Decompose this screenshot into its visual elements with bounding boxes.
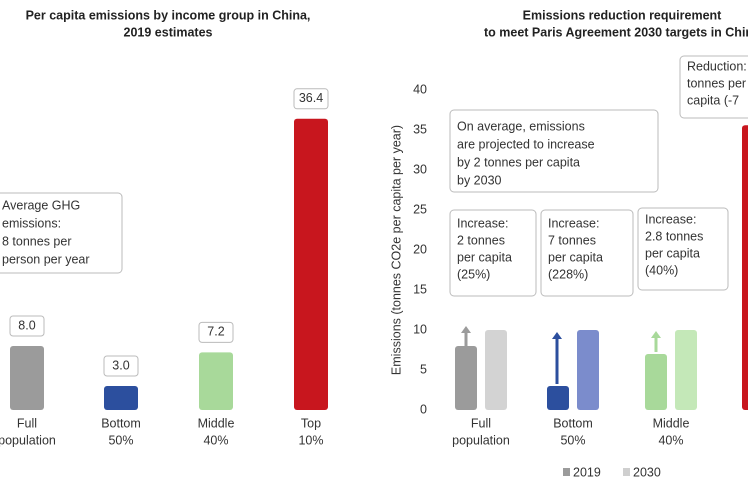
y-tick-label: 20 bbox=[413, 242, 427, 256]
value-label-box bbox=[198, 321, 234, 343]
annotation: (25%) bbox=[457, 267, 490, 281]
value-label-box bbox=[293, 88, 329, 110]
y-tick-label: 5 bbox=[420, 362, 427, 376]
value-label: 3.0 bbox=[112, 358, 129, 372]
value-label-box bbox=[9, 315, 45, 337]
arrow-head bbox=[552, 332, 562, 339]
annotation: capita (-7 bbox=[687, 93, 739, 107]
x-tick-label: 50% bbox=[560, 433, 585, 447]
x-tick-label: Bottom bbox=[553, 416, 593, 430]
bar bbox=[10, 346, 44, 410]
annotation: person per year bbox=[2, 252, 90, 266]
y-tick-label: 0 bbox=[420, 402, 427, 416]
annotation: per capita bbox=[548, 250, 603, 264]
annotation: by 2030 bbox=[457, 173, 502, 187]
annotation-box bbox=[679, 55, 748, 119]
bar bbox=[485, 330, 507, 410]
value-label: 8.0 bbox=[18, 318, 35, 332]
x-tick-label: Middle bbox=[653, 416, 690, 430]
value-label-box bbox=[103, 355, 139, 377]
arrow-head bbox=[461, 326, 471, 333]
annotation-box bbox=[637, 207, 729, 291]
bar bbox=[577, 330, 599, 410]
value-label: 36.4 bbox=[299, 91, 323, 105]
annotation-box bbox=[449, 109, 659, 193]
bar bbox=[547, 386, 569, 410]
annotation: tonnes per bbox=[687, 76, 746, 90]
annotation: (40%) bbox=[645, 263, 678, 277]
x-tick-label: 50% bbox=[108, 433, 133, 447]
x-tick-label: population bbox=[0, 433, 56, 447]
annotation: Increase: bbox=[548, 216, 599, 230]
bar bbox=[455, 346, 477, 410]
annotation: 8 tonnes per bbox=[2, 234, 72, 248]
bar bbox=[294, 118, 328, 411]
y-tick-label: 30 bbox=[413, 162, 427, 176]
chart-title: Per capita emissions by income group in … bbox=[26, 8, 311, 22]
legend-swatch bbox=[623, 468, 630, 476]
y-tick-label: 40 bbox=[413, 82, 427, 96]
annotation: (228%) bbox=[548, 267, 588, 281]
chart-title: Emissions reduction requirement bbox=[523, 8, 722, 22]
legend-swatch bbox=[563, 468, 570, 476]
annotation: 2 tonnes bbox=[457, 233, 505, 247]
x-tick-label: 40% bbox=[203, 433, 228, 447]
x-tick-label: 10% bbox=[298, 433, 323, 447]
x-tick-label: Full bbox=[17, 416, 37, 430]
annotation: On average, emissions bbox=[457, 119, 585, 133]
annotation: per capita bbox=[645, 246, 700, 260]
annotation: Reduction: bbox=[687, 59, 747, 73]
x-tick-label: Top bbox=[301, 416, 321, 430]
bar bbox=[645, 354, 667, 410]
annotation: Increase: bbox=[457, 216, 508, 230]
legend-label: 2030 bbox=[633, 465, 661, 479]
arrow-head bbox=[651, 331, 661, 338]
bar bbox=[742, 125, 748, 410]
x-tick-label: Middle bbox=[198, 416, 235, 430]
bar bbox=[199, 352, 233, 410]
bar bbox=[675, 330, 697, 410]
annotation: by 2 tonnes per capita bbox=[457, 155, 580, 169]
legend-label: 2019 bbox=[573, 465, 601, 479]
x-tick-label: Full bbox=[471, 416, 491, 430]
y-tick-label: 25 bbox=[413, 202, 427, 216]
annotation: Average GHG bbox=[2, 198, 80, 212]
y-tick-label: 15 bbox=[413, 282, 427, 296]
value-label: 7.2 bbox=[207, 325, 224, 339]
bar bbox=[104, 386, 138, 410]
annotation: 7 tonnes bbox=[548, 233, 596, 247]
y-tick-label: 35 bbox=[413, 122, 427, 136]
annotation: emissions: bbox=[2, 216, 61, 230]
annotation: are projected to increase bbox=[457, 137, 595, 151]
x-tick-label: 40% bbox=[658, 433, 683, 447]
x-tick-label: population bbox=[452, 433, 510, 447]
x-tick-label: Bottom bbox=[101, 416, 141, 430]
y-tick-label: 10 bbox=[413, 322, 427, 336]
chart-title: to meet Paris Agreement 2030 targets in … bbox=[484, 25, 748, 39]
annotation-box bbox=[540, 209, 634, 297]
annotation: Increase: bbox=[645, 212, 696, 226]
chart-title: 2019 estimates bbox=[124, 25, 213, 39]
annotation-box bbox=[449, 209, 537, 297]
y-axis-label: Emissions (tonnes CO2e per capita per ye… bbox=[389, 125, 403, 375]
annotation: 2.8 tonnes bbox=[645, 229, 703, 243]
annotation-box bbox=[0, 192, 123, 274]
annotation: per capita bbox=[457, 250, 512, 264]
